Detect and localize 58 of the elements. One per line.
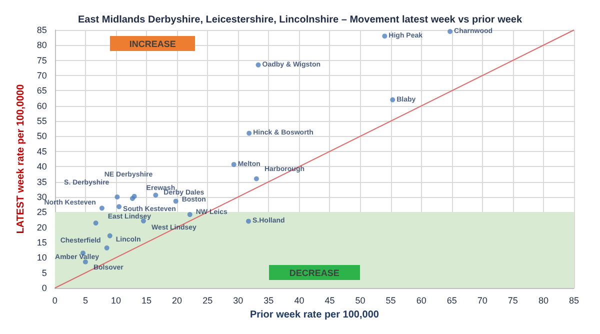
- y-tick-label: 85: [36, 25, 47, 35]
- point: [246, 218, 251, 224]
- point: [104, 245, 110, 250]
- chart-title: East Midlands Derbyshire, Leicestershire, Lincolnshire – Movement latest week vs prior week: [78, 14, 522, 26]
- x-tick-label: 30: [233, 296, 244, 306]
- x-tick-label: 5: [82, 296, 88, 306]
- x-tick-label: 0: [52, 296, 58, 306]
- x-tick-label: 75: [508, 296, 518, 306]
- y-tick-label: 30: [36, 192, 47, 202]
- x-tick-label: 85: [568, 296, 580, 306]
- x-tick-label: 55: [386, 296, 396, 306]
- y-tick-label: 10: [36, 252, 47, 263]
- decrease-label-box: DECREASE: [268, 265, 360, 280]
- x-tick-label: 60: [416, 296, 426, 306]
- point: [107, 233, 112, 238]
- y-axis-title: LATEST week rate per 100,0000: [16, 84, 26, 234]
- x-tick-label: 50: [355, 296, 366, 306]
- point: [254, 176, 259, 182]
- x-tick-label: 80: [538, 296, 548, 306]
- y-tick-label: 35: [36, 176, 47, 187]
- y-tick-label: 65: [36, 86, 47, 96]
- point: [116, 204, 122, 210]
- x-tick-label: 25: [202, 296, 213, 306]
- point: [448, 29, 453, 34]
- point: [390, 97, 396, 102]
- point: [382, 34, 388, 39]
- y-tick-label: 45: [36, 146, 47, 156]
- y-tick-label: 40: [36, 162, 47, 172]
- point: [256, 62, 261, 68]
- x-tick-label: 70: [477, 296, 488, 306]
- y-tick-label: 20: [36, 222, 47, 232]
- y-tick-label: 5: [42, 268, 47, 278]
- y-tick-label: 60: [36, 100, 47, 111]
- point: [173, 198, 178, 204]
- x-tick-label: 45: [324, 296, 335, 306]
- y-tick-label: 25: [36, 207, 47, 218]
- point: [99, 206, 104, 211]
- y-tick-label: 80: [36, 40, 47, 50]
- y-tick-label: 0: [42, 283, 47, 293]
- x-tick-label: 35: [264, 296, 274, 306]
- x-tick-label: 15: [142, 296, 152, 306]
- y-tick-label: 75: [36, 55, 47, 66]
- x-tick-label: 40: [294, 296, 304, 306]
- y-tick-label: 70: [36, 70, 47, 81]
- x-tick-label: 10: [110, 296, 121, 306]
- point: [187, 212, 192, 218]
- x-tick-label: 65: [446, 296, 457, 306]
- y-tick-label: 15: [36, 237, 47, 248]
- y-tick-label: 55: [36, 116, 47, 126]
- point: [114, 194, 120, 200]
- point: [153, 192, 158, 198]
- increase-label-box: INCREASE: [110, 36, 196, 52]
- point: [93, 220, 98, 226]
- y-tick-label: 50: [36, 131, 47, 142]
- point: [231, 162, 236, 167]
- point: [246, 130, 252, 136]
- x-tick-label: 20: [172, 296, 182, 306]
- x-axis-title: Prior week rate per 100,000: [250, 309, 380, 320]
